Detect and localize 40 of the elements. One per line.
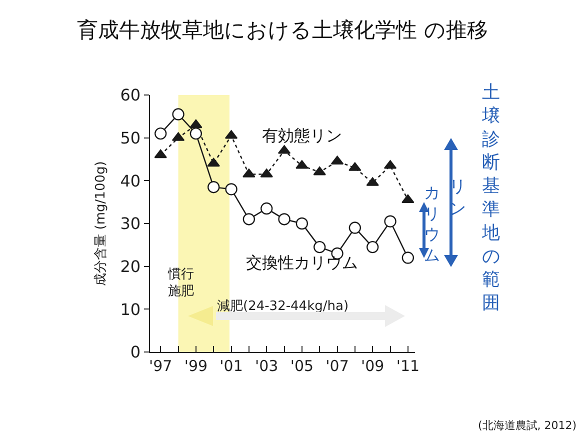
series-label: 交換性カリウム [246,253,358,272]
point [242,213,256,226]
x-tick-label: '05 [290,357,314,376]
y-axis-title: 成分含量 (mg/100g) [93,161,108,286]
point [314,240,326,254]
point [348,222,362,234]
point [172,108,184,120]
point [225,183,238,196]
y-tick-label: 0 [130,342,141,362]
annotation: 減肥(24-32-44kg/ha) [217,299,349,314]
y-tick-label: 40 [120,171,141,190]
point [278,213,290,226]
y-tick-label: 60 [120,86,141,105]
text: カリウム [424,183,440,264]
point [402,194,414,204]
point [384,215,396,228]
annotation: 慣行施肥 [167,267,194,299]
y-tick-label: 30 [120,214,141,234]
y-tick-label: 20 [120,256,141,276]
chart-title: 育成牛放牧草地における土壌化学性 の推移 [77,18,488,42]
point [207,158,220,167]
point [366,240,379,254]
text: 土壌診断基準地の範囲 [482,82,500,314]
point [190,119,202,128]
point [190,127,202,140]
x-tick-label: '03 [254,357,278,376]
x-tick-label: '99 [184,357,208,376]
point [154,149,167,158]
x-tick-label: '11 [396,357,420,376]
y-tick-label: 50 [120,128,141,148]
x-tick-label: '09 [360,357,384,376]
point [208,180,220,194]
y-tick-label: 10 [120,300,141,319]
point [260,202,273,215]
point [296,217,308,230]
x-tick-label: '01 [220,357,243,376]
series-label: 有効態リン [262,126,342,145]
x-tick-label: '97 [148,357,172,376]
text: (北海道農試, 2012) [478,419,577,432]
x-tick-label: '07 [326,357,349,376]
